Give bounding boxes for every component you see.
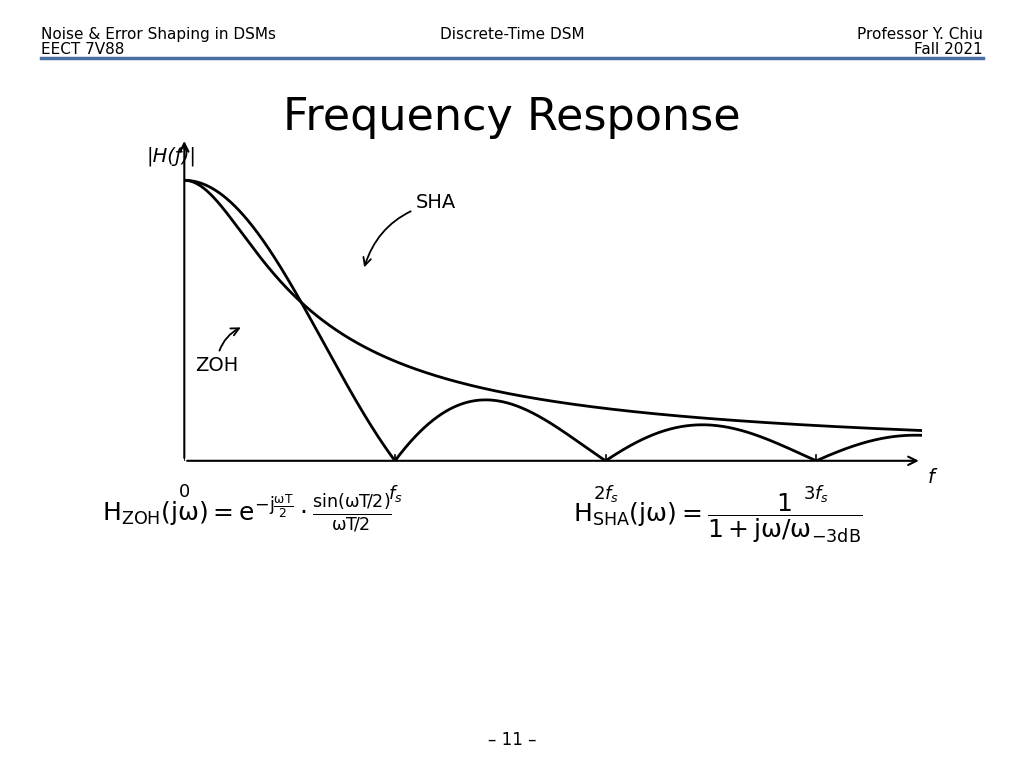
Text: f: f: [928, 468, 935, 487]
Text: $2f_s$: $2f_s$: [593, 483, 618, 505]
Text: – 11 –: – 11 –: [487, 731, 537, 749]
Text: $f_s$: $f_s$: [388, 483, 402, 505]
Text: |H(ƒ)|: |H(ƒ)|: [146, 147, 197, 166]
Text: $3f_s$: $3f_s$: [803, 483, 829, 505]
Text: Frequency Response: Frequency Response: [284, 96, 740, 139]
Text: SHA: SHA: [364, 194, 457, 266]
Text: $0$: $0$: [178, 483, 190, 502]
Text: $\mathrm{H_{SHA}(j\omega)= \dfrac{1}{1+j\omega/\omega_{-3dB}}}$: $\mathrm{H_{SHA}(j\omega)= \dfrac{1}{1+j…: [573, 492, 863, 545]
Text: Discrete-Time DSM: Discrete-Time DSM: [439, 27, 585, 42]
Text: Noise & Error Shaping in DSMs: Noise & Error Shaping in DSMs: [41, 27, 275, 42]
Text: ZOH: ZOH: [195, 328, 239, 375]
Text: Professor Y. Chiu: Professor Y. Chiu: [857, 27, 983, 42]
Text: EECT 7V88: EECT 7V88: [41, 42, 124, 58]
Text: Fall 2021: Fall 2021: [914, 42, 983, 58]
Text: $\mathrm{H_{ZOH}(j\omega)=e^{-j\frac{\omega T}{2}} \cdot \frac{sin(\omega T\!/2): $\mathrm{H_{ZOH}(j\omega)=e^{-j\frac{\om…: [102, 492, 392, 535]
